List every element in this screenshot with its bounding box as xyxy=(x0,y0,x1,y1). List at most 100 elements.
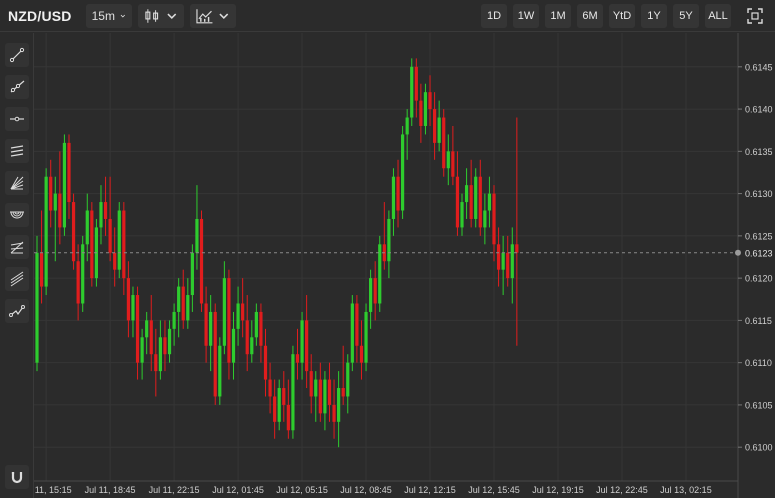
candle-body xyxy=(186,295,190,321)
candle xyxy=(149,295,153,372)
candle-body xyxy=(154,354,158,372)
candle-body xyxy=(515,244,519,253)
candle xyxy=(487,176,492,228)
candle-body xyxy=(90,210,94,279)
range-1d-button[interactable]: 1D xyxy=(481,4,507,28)
candle xyxy=(167,320,172,363)
candle xyxy=(58,151,62,245)
candle xyxy=(181,269,185,329)
candle xyxy=(419,83,423,143)
trend-line-tool[interactable] xyxy=(5,43,29,67)
candle xyxy=(309,354,313,414)
candle-body xyxy=(209,311,213,346)
range-5y-button[interactable]: 5Y xyxy=(673,4,699,28)
pitchfork-icon xyxy=(10,271,24,287)
candle xyxy=(295,328,300,380)
candle-body xyxy=(387,218,391,262)
magnet-button[interactable] xyxy=(5,465,29,489)
path-icon xyxy=(9,305,25,317)
candle xyxy=(414,58,418,118)
candle-body xyxy=(259,311,263,346)
candle xyxy=(158,320,162,380)
ray-tool[interactable] xyxy=(5,75,29,99)
time-tick-label: Jul 11, 22:15 xyxy=(149,485,200,495)
candle xyxy=(496,227,501,287)
candle xyxy=(186,278,190,329)
candle-body xyxy=(442,117,446,169)
candle xyxy=(213,303,217,405)
candle xyxy=(314,371,318,422)
candle xyxy=(464,168,469,219)
range-1y-button[interactable]: 1Y xyxy=(641,4,667,28)
candle-body xyxy=(135,295,140,363)
candle xyxy=(90,202,94,287)
candle-body xyxy=(341,388,345,397)
candle xyxy=(387,210,391,279)
candle-body xyxy=(401,134,405,211)
range-ytd-button[interactable]: YtD xyxy=(609,4,635,28)
range-6m-button[interactable]: 6M xyxy=(577,4,603,28)
symbol-title[interactable]: NZD/USD xyxy=(8,7,72,24)
parallel-channel-tool[interactable] xyxy=(5,139,29,163)
candle-body xyxy=(423,92,428,126)
candle xyxy=(291,345,295,439)
time-tick-label: Jul 12, 05:15 xyxy=(276,485,328,495)
candle xyxy=(126,261,130,338)
fullscreen-button[interactable] xyxy=(741,4,769,28)
candle-body xyxy=(496,244,501,270)
candle-body xyxy=(213,311,217,397)
candle-body xyxy=(199,218,204,304)
time-tick-label: Jul 12, 15:45 xyxy=(468,485,520,495)
candle-body xyxy=(474,176,478,219)
candle-body xyxy=(451,151,455,177)
candle xyxy=(341,345,345,405)
candle-body xyxy=(181,286,185,321)
candle-body xyxy=(190,252,194,296)
candle xyxy=(76,244,80,321)
price-tick-label: 0.6100 xyxy=(745,443,773,453)
candle xyxy=(204,286,208,363)
fib-retracement-tool[interactable] xyxy=(5,235,29,259)
candle-body xyxy=(62,142,67,228)
price-tick-label: 0.6125 xyxy=(745,231,773,241)
candle-body xyxy=(140,337,144,363)
time-tick-label: Jul 12, 19:15 xyxy=(532,485,584,495)
interval-select[interactable]: 15m xyxy=(85,3,132,28)
candle-body xyxy=(305,320,309,372)
range-1w-button[interactable]: 1W xyxy=(513,4,539,28)
price-tick-label: 0.6140 xyxy=(745,105,773,115)
candle xyxy=(401,125,405,219)
candle-body xyxy=(396,176,400,211)
fib-fan-tool[interactable] xyxy=(5,171,29,195)
candle xyxy=(359,320,364,380)
fib-fan-icon xyxy=(10,176,24,190)
horizontal-line-tool[interactable] xyxy=(5,107,29,131)
range-all-button[interactable]: ALL xyxy=(705,4,731,28)
candle xyxy=(103,176,108,236)
candle xyxy=(446,134,450,186)
candle xyxy=(53,176,57,262)
price-chart[interactable]: 0.6100 0.6105 0.6110 0.6115 0.6120 0.6125 0.61… xyxy=(34,33,775,498)
fib-arcs-icon xyxy=(10,211,24,219)
candle xyxy=(85,193,89,262)
time-tick-label: Jul 12, 12:15 xyxy=(404,485,456,495)
fib-arcs-tool[interactable] xyxy=(5,203,29,227)
candle-body xyxy=(373,278,377,304)
candle xyxy=(268,362,272,414)
fib-retracement-icon xyxy=(10,241,24,254)
magnet-icon xyxy=(11,472,23,484)
pitchfork-tool[interactable] xyxy=(5,267,29,291)
range-1m-button[interactable]: 1M xyxy=(545,4,571,28)
candle xyxy=(241,278,245,338)
range-buttons: 1D 1W 1M 6M YtD 1Y 5Y ALL xyxy=(475,4,731,28)
indicators-select[interactable] xyxy=(189,3,236,28)
chart-style-select[interactable] xyxy=(137,3,184,28)
candle-body xyxy=(222,278,226,346)
candle-body xyxy=(195,218,199,253)
candle xyxy=(254,303,258,346)
candle xyxy=(62,134,67,236)
candle xyxy=(346,354,350,414)
chart-area[interactable]: 0.6100 0.6105 0.6110 0.6115 0.6120 0.6125 0.61… xyxy=(34,33,775,498)
path-tool[interactable] xyxy=(5,299,29,323)
candle xyxy=(492,185,496,262)
